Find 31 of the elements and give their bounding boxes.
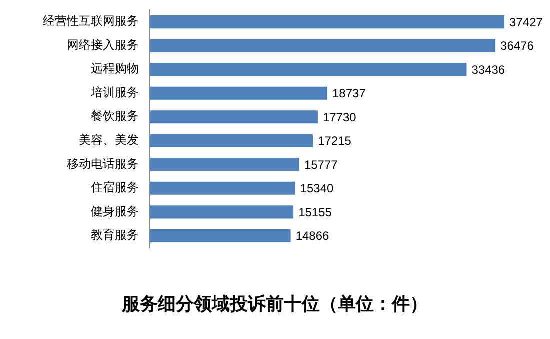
bar bbox=[150, 134, 314, 148]
bar bbox=[150, 39, 496, 52]
y-tick-label: 美容、美发 bbox=[79, 133, 139, 148]
data-label: 18737 bbox=[332, 86, 366, 101]
data-label: 15340 bbox=[300, 182, 334, 196]
bar bbox=[150, 158, 300, 172]
bar bbox=[150, 182, 296, 195]
data-label: 15777 bbox=[304, 158, 338, 172]
data-label: 14866 bbox=[296, 229, 330, 244]
bar bbox=[150, 16, 505, 29]
y-tick-label: 健身服务 bbox=[91, 204, 139, 218]
y-tick-label: 餐饮服务 bbox=[91, 109, 139, 124]
bar bbox=[150, 206, 294, 219]
data-label: 15155 bbox=[298, 205, 332, 220]
text: 服务细分领域投诉前十位（单位：件） bbox=[120, 293, 429, 316]
y-tick-label: 远程购物 bbox=[91, 62, 139, 76]
y-tick-label: 移动电话服务 bbox=[67, 156, 139, 171]
data-label: 37427 bbox=[510, 15, 544, 30]
y-tick-label: 住宿服务 bbox=[90, 180, 139, 195]
y-tick-label: 培训服务 bbox=[90, 85, 139, 100]
data-label: 17215 bbox=[318, 134, 352, 148]
bar bbox=[150, 229, 291, 242]
data-label: 33436 bbox=[472, 62, 506, 77]
y-tick-label: 经营性互联网服务 bbox=[43, 14, 139, 28]
y-tick-label: 网络接入服务 bbox=[67, 38, 139, 52]
bar bbox=[150, 86, 328, 100]
y-tick-label: 教育服务 bbox=[91, 228, 139, 242]
data-label: 36476 bbox=[500, 39, 534, 54]
data-label: 17730 bbox=[322, 110, 357, 124]
bar bbox=[150, 63, 467, 76]
bar bbox=[150, 110, 318, 124]
